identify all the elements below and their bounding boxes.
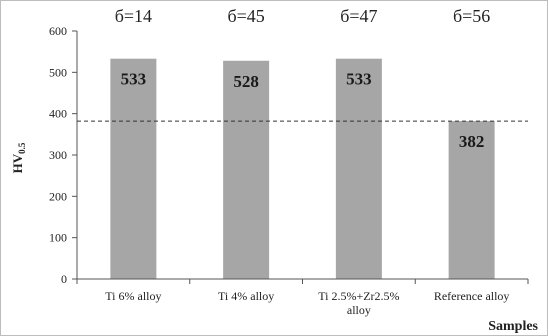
bars	[110, 58, 495, 280]
y-tick-label: 200	[49, 189, 67, 203]
bar	[448, 121, 495, 280]
y-axis-title: HV0.5	[10, 142, 27, 173]
bar-value-label: 533	[121, 70, 147, 89]
bar-value-label: 382	[459, 132, 485, 151]
bar	[335, 58, 382, 280]
bar-value-label: 528	[233, 72, 259, 91]
sigma-label: б=56	[453, 6, 490, 26]
sigma-label: б=45	[227, 6, 264, 26]
bar-value-label: 533	[346, 70, 372, 89]
bar	[110, 58, 157, 280]
x-category-label: Ti 2.5%+Zr2.5%	[318, 289, 399, 303]
y-axis-title-subscript: 0.5	[17, 142, 27, 154]
x-category-label: alloy	[347, 303, 371, 317]
x-axis-title: Samples	[488, 319, 538, 334]
y-tick-label: 300	[49, 148, 67, 162]
x-category-label: Ti 6% alloy	[105, 289, 161, 303]
sigma-label: б=47	[340, 6, 377, 26]
y-tick-label: 0	[61, 272, 67, 286]
bar-labels: 533 б=14 Ti 6% alloy 528 б=45 Ti 4% alloy 533 б…	[105, 6, 509, 317]
x-category-label: Reference alloy	[434, 289, 510, 303]
y-tick-label: 500	[49, 65, 67, 79]
x-category-label: Ti 4% alloy	[218, 289, 274, 303]
y-tick-label: 600	[49, 24, 67, 38]
sigma-label: б=14	[115, 6, 152, 26]
svg-text:HV0.5: HV0.5	[10, 142, 27, 173]
y-tick-label: 400	[49, 107, 67, 121]
bar	[223, 60, 270, 280]
y-axis-title-main: HV	[10, 153, 25, 173]
y-tick-label: 100	[49, 231, 67, 245]
y-axis-ticks: 0 100 200 300 400 500 600	[49, 24, 529, 286]
